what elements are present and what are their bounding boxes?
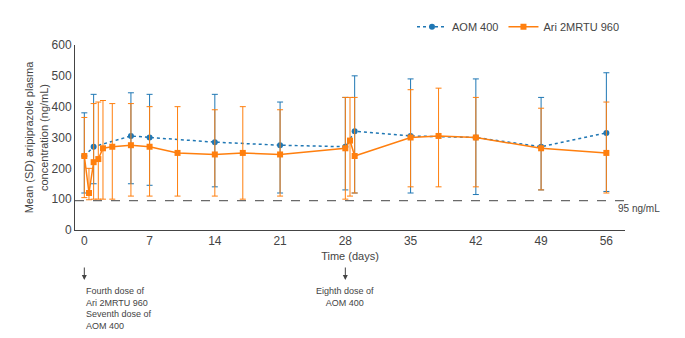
- svg-text:35: 35: [404, 234, 418, 248]
- svg-text:42: 42: [469, 234, 483, 248]
- svg-text:95 ng/mL: 95 ng/mL: [618, 203, 660, 214]
- svg-text:600: 600: [52, 38, 72, 52]
- svg-text:0: 0: [65, 223, 72, 237]
- svg-text:Fourth dose ofAri 2MRTU 960Sev: Fourth dose ofAri 2MRTU 960Seventh dose …: [86, 286, 152, 331]
- svg-text:100: 100: [52, 192, 72, 206]
- svg-text:0: 0: [81, 234, 88, 248]
- svg-text:Mean (SD) aripiprazole plasmac: Mean (SD) aripiprazole plasmaconcentrati…: [23, 61, 49, 213]
- svg-text:200: 200: [52, 162, 72, 176]
- svg-text:AOM 400: AOM 400: [452, 21, 498, 33]
- svg-text:28: 28: [339, 234, 353, 248]
- svg-text:21: 21: [273, 234, 287, 248]
- svg-text:Eighth dose ofAOM 400: Eighth dose ofAOM 400: [316, 286, 374, 308]
- svg-text:Time (days): Time (days): [321, 250, 379, 262]
- svg-text:49: 49: [534, 234, 548, 248]
- svg-text:300: 300: [52, 131, 72, 145]
- svg-text:14: 14: [208, 234, 222, 248]
- svg-text:56: 56: [600, 234, 614, 248]
- svg-text:Ari 2MRTU 960: Ari 2MRTU 960: [543, 21, 619, 33]
- svg-text:500: 500: [52, 69, 72, 83]
- svg-text:7: 7: [146, 234, 153, 248]
- svg-text:400: 400: [52, 100, 72, 114]
